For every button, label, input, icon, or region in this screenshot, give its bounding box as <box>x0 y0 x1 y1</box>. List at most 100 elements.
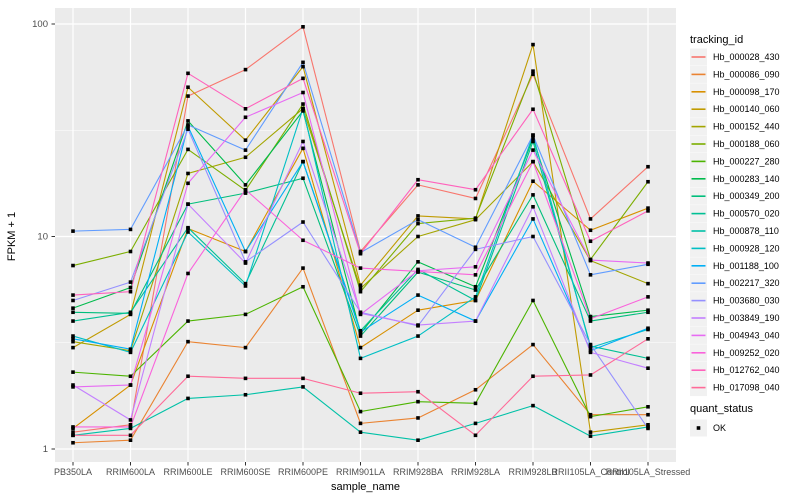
data-point <box>646 310 650 315</box>
data-point <box>71 425 75 429</box>
data-point <box>128 438 133 443</box>
data-point <box>243 148 248 152</box>
data-point <box>416 416 420 420</box>
data-point <box>71 319 75 323</box>
data-point <box>71 440 75 445</box>
data-point <box>301 76 305 81</box>
data-point <box>71 345 75 350</box>
legend-item-Hb_009252_020: Hb_009252_020 <box>690 344 780 362</box>
data-point <box>531 133 535 137</box>
data-point <box>646 281 650 286</box>
data-point <box>186 271 190 276</box>
data-point <box>531 234 535 239</box>
legend-item-label: Hb_017098_040 <box>713 383 780 393</box>
data-point <box>473 247 478 252</box>
data-point <box>128 374 133 379</box>
data-point <box>531 179 535 184</box>
data-point <box>71 298 75 303</box>
data-point <box>243 345 248 350</box>
data-point <box>588 314 593 319</box>
legend-item-Hb_001188_100: Hb_001188_100 <box>690 257 779 275</box>
data-point <box>416 183 420 187</box>
data-point <box>301 284 305 289</box>
legend-item-Hb_000349_200: Hb_000349_200 <box>690 187 780 205</box>
data-point <box>128 433 133 438</box>
data-point <box>301 238 305 243</box>
data-point <box>128 383 133 387</box>
data-point <box>531 374 535 379</box>
y-tick-label: 10 <box>37 232 48 243</box>
data-point <box>588 342 593 347</box>
data-point <box>186 230 190 234</box>
data-point <box>646 422 650 427</box>
data-point <box>301 25 305 29</box>
legend-item-label: Hb_000028_430 <box>713 52 780 62</box>
data-point <box>473 196 478 201</box>
data-point <box>71 383 75 387</box>
x-tick-label: RRIM928LB <box>508 467 557 477</box>
data-point <box>301 90 305 95</box>
data-point <box>531 69 535 73</box>
data-point <box>531 42 535 47</box>
data-point <box>301 139 305 144</box>
x-tick-label: RRII105LA_Control <box>551 467 629 477</box>
legend-item-Hb_000227_280: Hb_000227_280 <box>690 152 780 170</box>
data-point <box>588 258 593 262</box>
data-point <box>531 342 535 347</box>
data-point <box>588 430 593 434</box>
data-point <box>128 249 133 254</box>
data-point <box>301 376 305 381</box>
data-point <box>301 60 305 65</box>
legend-item-label: OK <box>713 423 726 433</box>
x-tick-label: RRIM928LA <box>451 467 500 477</box>
data-point <box>416 308 420 312</box>
legend-item-label: Hb_009252_020 <box>713 348 780 358</box>
data-point <box>646 337 650 341</box>
legend-item-label: Hb_003849_190 <box>713 313 780 323</box>
x-axis-title: sample_name <box>331 481 400 493</box>
data-point <box>71 334 75 338</box>
data-point <box>473 387 478 392</box>
x-tick-label: RRIM928BA <box>393 467 443 477</box>
data-point <box>531 217 535 221</box>
data-point <box>531 204 535 209</box>
data-point <box>71 339 75 344</box>
data-point <box>358 334 363 338</box>
legend-item-label: Hb_000878_110 <box>713 226 779 236</box>
data-point <box>243 187 248 192</box>
data-point <box>358 356 363 361</box>
data-point <box>531 107 535 112</box>
x-tick-label: RRIM901LA <box>336 467 385 477</box>
data-point <box>358 283 363 287</box>
data-point <box>531 298 535 303</box>
data-point <box>416 334 420 338</box>
data-point <box>473 273 478 277</box>
data-point <box>71 310 75 315</box>
legend-item-label: Hb_002217_320 <box>713 278 780 288</box>
legend-item-label: Hb_003680_030 <box>713 296 780 306</box>
data-point <box>358 286 363 291</box>
legend-item-Hb_000028_430: Hb_000028_430 <box>690 48 780 66</box>
plot-panel <box>55 8 676 462</box>
data-point <box>588 239 593 244</box>
data-point <box>416 214 420 218</box>
data-point <box>588 434 593 438</box>
x-tick-label: RRIM600LE <box>163 467 212 477</box>
data-point <box>71 430 75 434</box>
data-point <box>301 220 305 224</box>
x-tick-label: RRIM600LA <box>106 467 155 477</box>
data-point <box>128 310 133 315</box>
data-point <box>301 176 305 181</box>
data-point <box>186 225 190 230</box>
data-point <box>646 326 650 331</box>
data-point <box>416 323 420 327</box>
data-point <box>358 330 363 334</box>
legend-item-quant-ok: OK <box>690 419 726 437</box>
data-point <box>646 295 650 299</box>
legend-item-label: Hb_000928_120 <box>713 243 780 253</box>
data-point <box>186 339 190 344</box>
legend-item-label: Hb_000152_440 <box>713 122 780 132</box>
data-point <box>588 350 593 355</box>
y-tick-label: 100 <box>32 19 48 30</box>
